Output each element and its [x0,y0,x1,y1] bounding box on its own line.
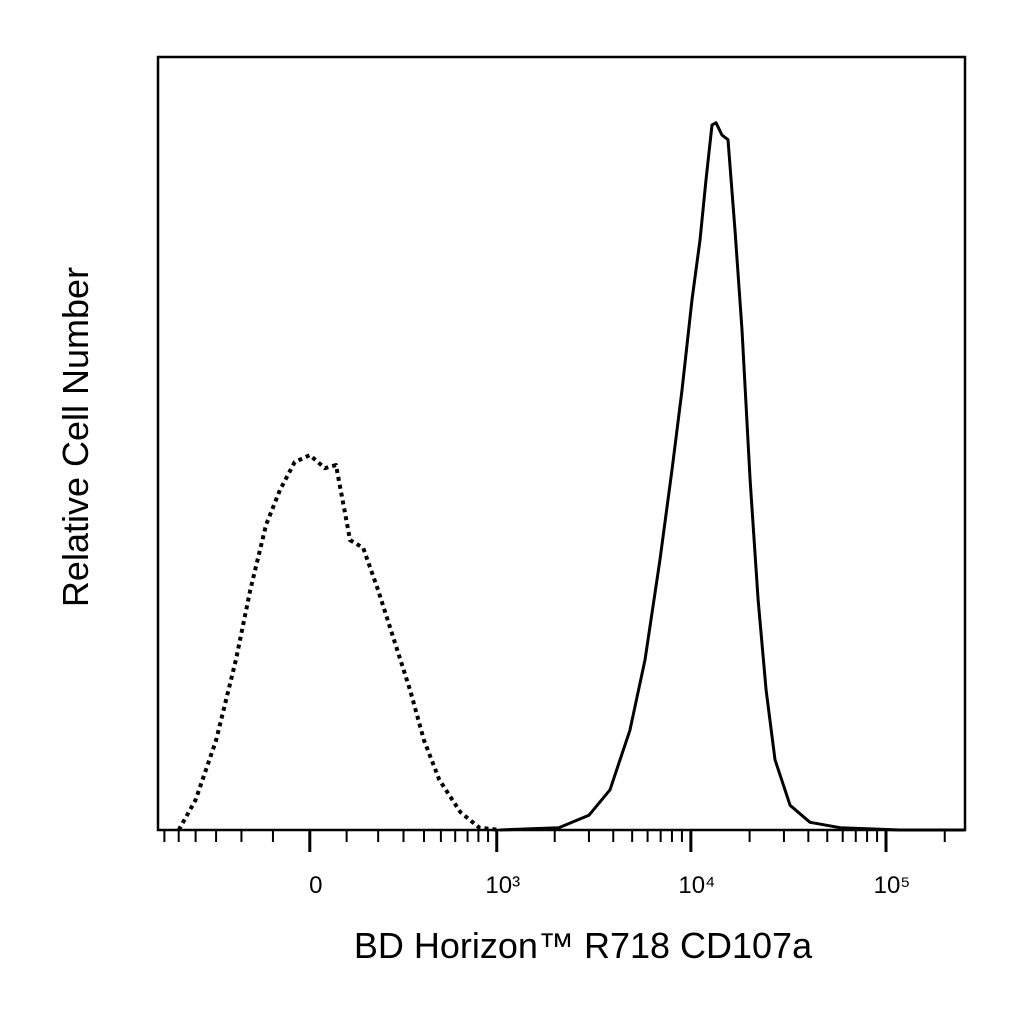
plot-frame [156,55,967,832]
x-tick-label: 0 [309,872,322,899]
histogram-line [176,453,501,832]
x-tick-label: 10⁴ [678,872,715,899]
y-axis-title: Relative Cell Number [55,267,96,607]
histogram-line [499,121,965,832]
x-axis-title: BD Horizon™ R718 CD107a [354,925,813,966]
x-tick-label: 10⁵ [874,872,911,899]
x-tick-label: 10³ [485,872,520,899]
